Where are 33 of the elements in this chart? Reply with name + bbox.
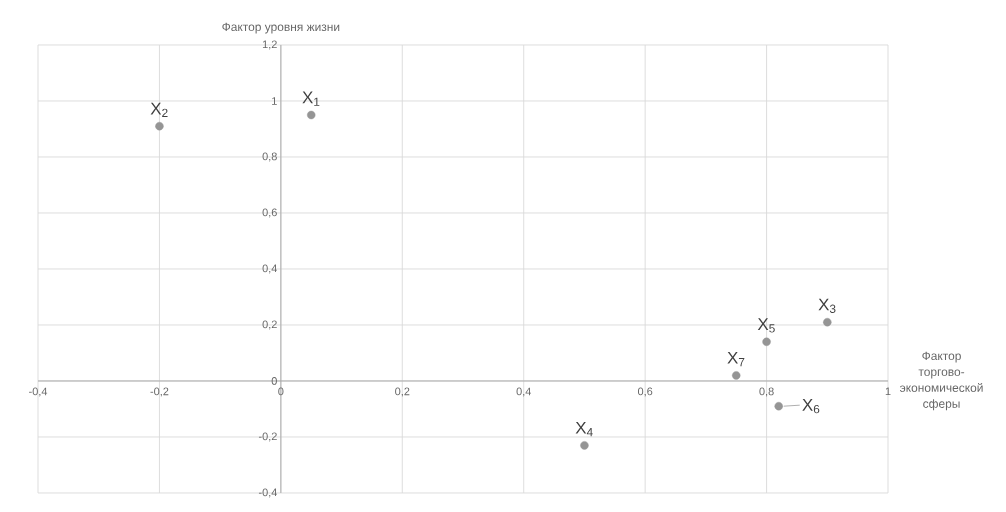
x-axis-title: Фактор торгово-экономической сферы [899, 351, 983, 411]
y-tick-label: 0,4 [262, 264, 278, 274]
annotation: X$_{3}$ [818, 298, 836, 313]
annotation: X$_{5}$ [757, 318, 775, 333]
point [732, 371, 741, 380]
y-tick-label: -0,4 [258, 488, 278, 498]
y-tick-label: 1,2 [262, 40, 277, 50]
x-tick-label: 0,8 [759, 387, 774, 397]
point [823, 317, 832, 327]
x-tick-label: 0 [278, 387, 284, 396]
point [762, 337, 771, 346]
y-tick-label: 1 [272, 97, 277, 105]
x-tick-label: 0,6 [637, 387, 653, 397]
x-tick-label: -0,4 [29, 387, 48, 397]
point [580, 441, 589, 450]
y-axis-title: Фактор уровня жизни [222, 22, 340, 34]
y-tick-label: -0,2 [258, 432, 277, 442]
point [307, 110, 316, 120]
x-tick-label: 0,4 [516, 387, 532, 397]
annotation: X$_{4}$ [575, 421, 593, 437]
annotation: X$_{2}$ [150, 102, 168, 117]
y-tick-label: 0,8 [262, 152, 277, 162]
y-tick-label: 0,2 [262, 320, 277, 330]
point [774, 401, 783, 411]
x-tick-label: -0,2 [150, 387, 169, 397]
annotation: X$_{1}$ [302, 91, 320, 106]
x-tick-label: 1 [885, 387, 891, 396]
annotation: X$_{6}$ [802, 399, 820, 414]
x-tick-label: 0,2 [395, 387, 410, 397]
y-tick-label: 0,6 [262, 208, 277, 218]
y-tick-label: 0 [271, 377, 277, 385]
annotation: X$_{7}$ [727, 351, 745, 367]
point [155, 121, 164, 131]
